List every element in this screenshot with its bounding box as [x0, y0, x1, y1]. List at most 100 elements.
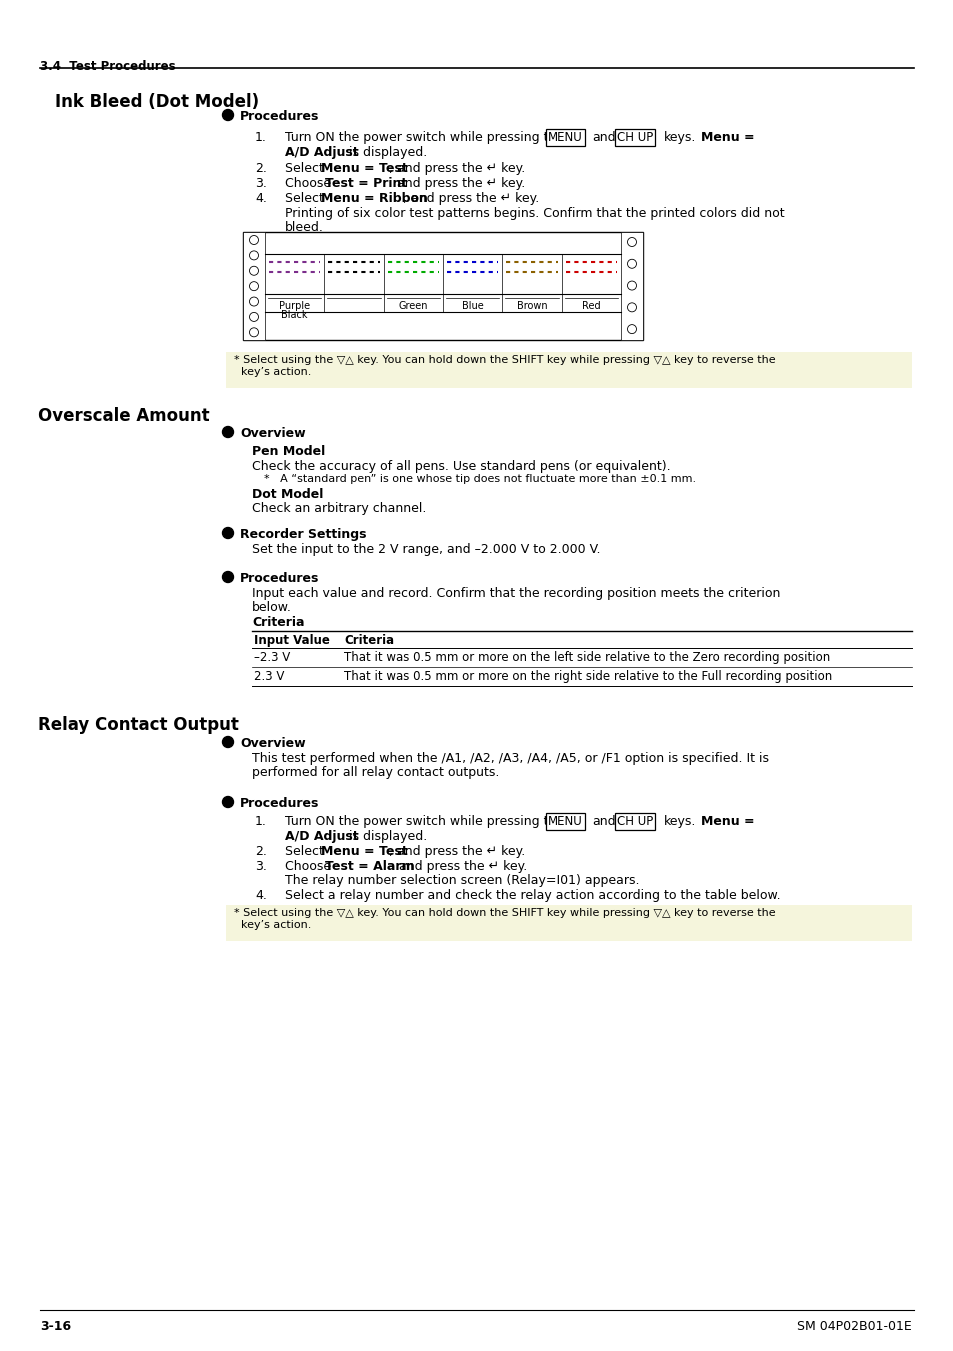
Text: MENU: MENU [547, 131, 582, 145]
Text: bleed.: bleed. [285, 222, 323, 234]
Circle shape [250, 251, 258, 259]
Text: Select a relay number and check the relay action according to the table below.: Select a relay number and check the rela… [285, 889, 780, 902]
Text: Procedures: Procedures [240, 571, 319, 585]
Text: * Select using the ▽△ key. You can hold down the SHIFT key while pressing ▽△ key: * Select using the ▽△ key. You can hold … [233, 355, 775, 377]
Circle shape [222, 736, 233, 747]
Circle shape [627, 238, 636, 246]
Text: 1.: 1. [254, 815, 267, 828]
Text: CH UP: CH UP [617, 815, 653, 828]
Text: 2.: 2. [254, 162, 267, 176]
Text: Check an arbitrary channel.: Check an arbitrary channel. [252, 503, 426, 515]
Text: MENU: MENU [547, 815, 582, 828]
Text: Pen Model: Pen Model [252, 444, 325, 458]
Circle shape [250, 328, 258, 336]
Text: SM 04P02B01-01E: SM 04P02B01-01E [797, 1320, 911, 1333]
Circle shape [250, 297, 258, 307]
Text: Input each value and record. Confirm that the recording position meets the crite: Input each value and record. Confirm tha… [252, 586, 780, 600]
Text: and press the ↵ key.: and press the ↵ key. [393, 177, 525, 190]
Text: –2.3 V: –2.3 V [253, 651, 290, 663]
Text: A/D Adjust: A/D Adjust [285, 146, 358, 159]
Text: Criteria: Criteria [252, 616, 304, 630]
Text: Select: Select [285, 844, 328, 858]
Text: performed for all relay contact outputs.: performed for all relay contact outputs. [252, 766, 498, 780]
Text: Menu = Ribbon: Menu = Ribbon [320, 192, 428, 205]
Text: , and press the ↵ key.: , and press the ↵ key. [402, 192, 538, 205]
Text: Input Value: Input Value [253, 634, 330, 647]
Circle shape [222, 571, 233, 582]
Text: Criteria: Criteria [344, 634, 394, 647]
Circle shape [250, 235, 258, 245]
Text: , and press the ↵ key.: , and press the ↵ key. [389, 844, 525, 858]
Text: Red: Red [581, 301, 600, 311]
Text: Menu =: Menu = [700, 815, 754, 828]
Text: Green: Green [398, 301, 428, 311]
Text: 3-16: 3-16 [40, 1320, 71, 1333]
Text: 3.4  Test Procedures: 3.4 Test Procedures [40, 59, 175, 73]
Circle shape [627, 281, 636, 290]
Text: Set the input to the 2 V range, and –2.000 V to 2.000 V.: Set the input to the 2 V range, and –2.0… [252, 543, 599, 557]
Circle shape [222, 427, 233, 438]
Text: Blue: Blue [461, 301, 483, 311]
Text: Overview: Overview [240, 738, 305, 750]
Text: Choose: Choose [285, 861, 335, 873]
Circle shape [627, 259, 636, 269]
Text: 2.: 2. [254, 844, 267, 858]
Text: is displayed.: is displayed. [349, 830, 427, 843]
Circle shape [250, 266, 258, 276]
Text: Menu = Test: Menu = Test [320, 162, 407, 176]
Text: 4.: 4. [254, 192, 267, 205]
Text: Check the accuracy of all pens. Use standard pens (or equivalent).: Check the accuracy of all pens. Use stan… [252, 459, 670, 473]
Text: and: and [592, 815, 615, 828]
Text: Overscale Amount: Overscale Amount [38, 407, 210, 426]
Text: Brown: Brown [517, 301, 547, 311]
Text: That it was 0.5 mm or more on the left side relative to the Zero recording posit: That it was 0.5 mm or more on the left s… [344, 651, 829, 663]
Text: That it was 0.5 mm or more on the right side relative to the Full recording posi: That it was 0.5 mm or more on the right … [344, 670, 831, 684]
Circle shape [627, 303, 636, 312]
Circle shape [222, 527, 233, 539]
Text: and: and [592, 131, 615, 145]
Text: Select: Select [285, 162, 328, 176]
Text: Black: Black [281, 309, 308, 320]
Circle shape [250, 281, 258, 290]
Text: 3.: 3. [254, 861, 267, 873]
Text: Dot Model: Dot Model [252, 488, 323, 501]
Text: 3.: 3. [254, 177, 267, 190]
Text: keys.: keys. [663, 815, 696, 828]
Bar [620, 232, 642, 340]
Text: below.: below. [252, 601, 292, 613]
Text: 1.: 1. [254, 131, 267, 145]
Text: Test = Alarm: Test = Alarm [325, 861, 414, 873]
Text: is displayed.: is displayed. [349, 146, 427, 159]
Circle shape [250, 312, 258, 322]
Text: Recorder Settings: Recorder Settings [240, 528, 366, 540]
Bar [243, 232, 642, 340]
Text: Choose: Choose [285, 177, 335, 190]
Text: Purple: Purple [279, 301, 310, 311]
Text: 2.3 V: 2.3 V [253, 670, 284, 684]
Text: Menu = Test: Menu = Test [320, 844, 407, 858]
Text: A/D Adjust: A/D Adjust [285, 830, 358, 843]
Text: Procedures: Procedures [240, 797, 319, 811]
Text: keys.: keys. [663, 131, 696, 145]
Bar [226, 353, 911, 388]
Text: *   A “standard pen” is one whose tip does not fluctuate more than ±0.1 mm.: * A “standard pen” is one whose tip does… [264, 474, 696, 484]
Text: Printing of six color test patterns begins. Confirm that the printed colors did : Printing of six color test patterns begi… [285, 207, 783, 220]
Circle shape [222, 109, 233, 120]
Bar [243, 232, 265, 340]
Text: Relay Contact Output: Relay Contact Output [38, 716, 238, 734]
Text: Select: Select [285, 192, 328, 205]
Text: The relay number selection screen (Relay=I01) appears.: The relay number selection screen (Relay… [285, 874, 639, 888]
Circle shape [627, 324, 636, 334]
Bar [226, 905, 911, 942]
Text: CH UP: CH UP [617, 131, 653, 145]
Text: Turn ON the power switch while pressing the: Turn ON the power switch while pressing … [285, 815, 568, 828]
Text: Menu =: Menu = [700, 131, 754, 145]
Text: Procedures: Procedures [240, 109, 319, 123]
Text: This test performed when the /A1, /A2, /A3, /A4, /A5, or /F1 option is specified: This test performed when the /A1, /A2, /… [252, 753, 768, 765]
Text: Test = Print: Test = Print [325, 177, 407, 190]
Circle shape [222, 797, 233, 808]
Text: Turn ON the power switch while pressing the: Turn ON the power switch while pressing … [285, 131, 568, 145]
Text: , and press the ↵ key.: , and press the ↵ key. [389, 162, 525, 176]
Text: * Select using the ▽△ key. You can hold down the SHIFT key while pressing ▽△ key: * Select using the ▽△ key. You can hold … [233, 908, 775, 929]
Text: Overview: Overview [240, 427, 305, 440]
